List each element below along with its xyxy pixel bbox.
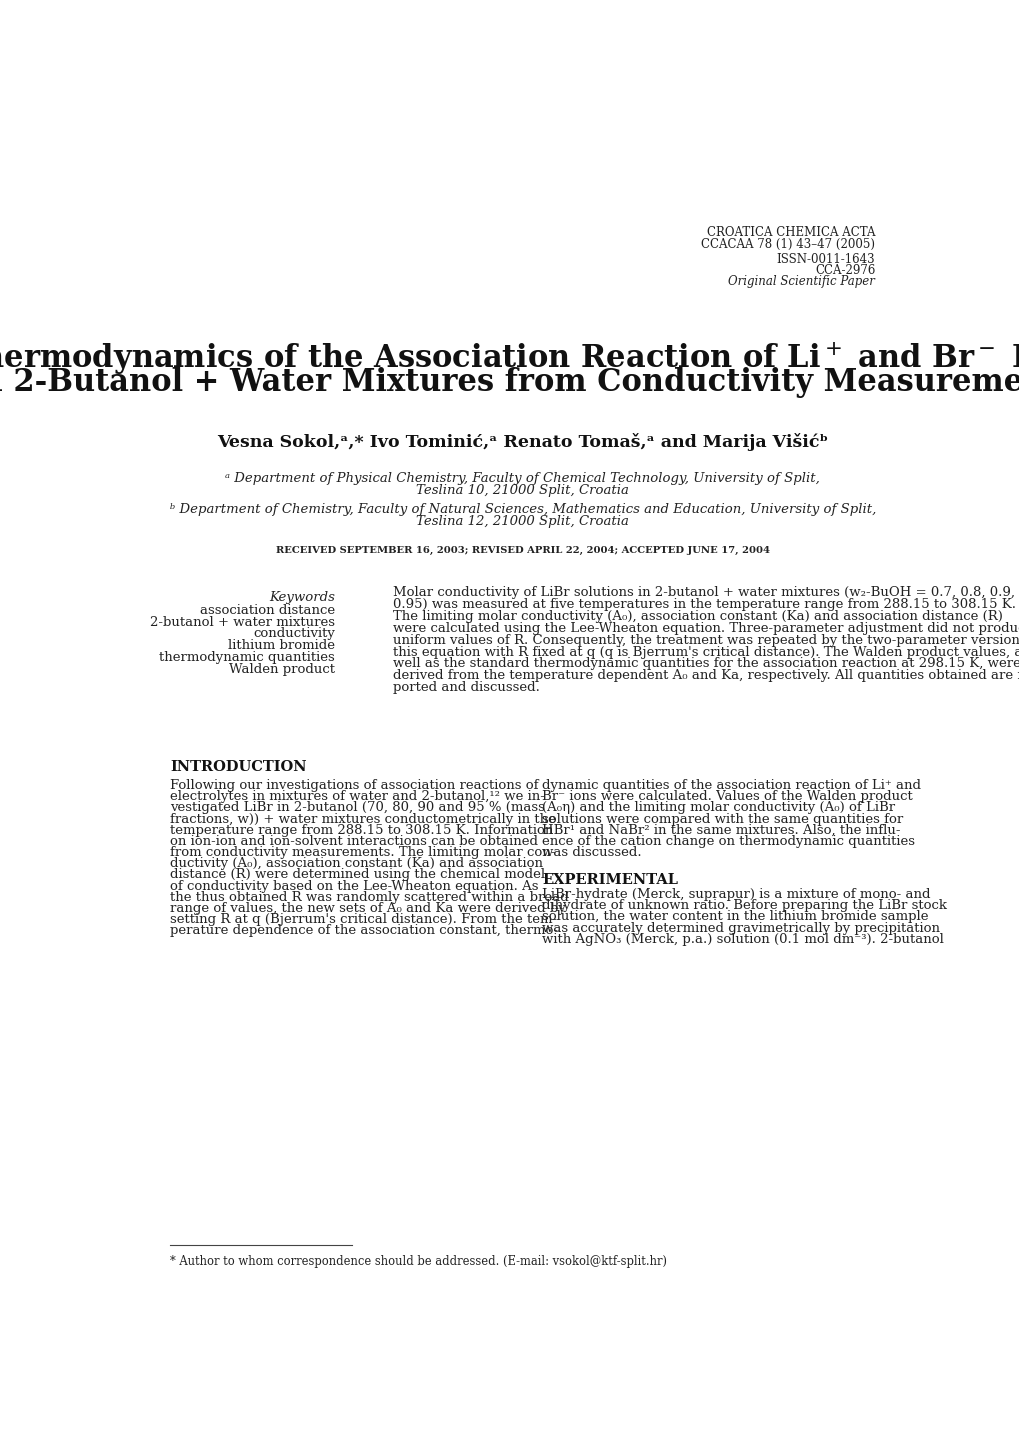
Text: uniform values of R. Consequently, the treatment was repeated by the two-paramet: uniform values of R. Consequently, the t… <box>392 633 1019 646</box>
Text: RECEIVED SEPTEMBER 16, 2003; REVISED APRIL 22, 2004; ACCEPTED JUNE 17, 2004: RECEIVED SEPTEMBER 16, 2003; REVISED APR… <box>275 545 769 556</box>
Text: Teslina 12, 21000 Split, Croatia: Teslina 12, 21000 Split, Croatia <box>416 515 629 528</box>
Text: temperature range from 288.15 to 308.15 K. Information: temperature range from 288.15 to 308.15 … <box>170 824 553 837</box>
Text: Original Scientific Paper: Original Scientific Paper <box>728 274 874 287</box>
Text: Walden product: Walden product <box>229 664 335 677</box>
Text: ductivity (A₀), association constant (Ka) and association: ductivity (A₀), association constant (Ka… <box>170 857 542 870</box>
Text: vestigated LiBr in 2-butanol (70, 80, 90 and 95 % (mass: vestigated LiBr in 2-butanol (70, 80, 90… <box>170 801 544 814</box>
Text: 2-butanol + water mixtures: 2-butanol + water mixtures <box>150 616 335 629</box>
Text: Br⁻ ions were calculated. Values of the Walden product: Br⁻ ions were calculated. Values of the … <box>541 791 912 804</box>
Text: Teslina 10, 21000 Split, Croatia: Teslina 10, 21000 Split, Croatia <box>416 485 629 498</box>
Text: well as the standard thermodynamic quantities for the association reaction at 29: well as the standard thermodynamic quant… <box>392 658 1019 671</box>
Text: Following our investigations of association reactions of: Following our investigations of associat… <box>170 779 538 792</box>
Text: from conductivity measurements. The limiting molar con-: from conductivity measurements. The limi… <box>170 846 555 859</box>
Text: dynamic quantities of the association reaction of Li⁺ and: dynamic quantities of the association re… <box>541 779 920 792</box>
Text: of conductivity based on the Lee-Wheaton equation. As: of conductivity based on the Lee-Wheaton… <box>170 880 538 893</box>
Text: distance (R) were determined using the chemical model: distance (R) were determined using the c… <box>170 869 545 882</box>
Text: in 2-Butanol + Water Mixtures from Conductivity Measurements: in 2-Butanol + Water Mixtures from Condu… <box>0 367 1019 398</box>
Text: association distance: association distance <box>200 603 335 616</box>
Text: CCA-2976: CCA-2976 <box>814 264 874 277</box>
Text: range of values, the new sets of A₀ and Ka were derived by: range of values, the new sets of A₀ and … <box>170 902 566 915</box>
Text: INTRODUCTION: INTRODUCTION <box>170 760 307 773</box>
Text: fractions, w)) + water mixtures conductometrically in the: fractions, w)) + water mixtures conducto… <box>170 812 555 825</box>
Text: were calculated using the Lee-Wheaton equation. Three-parameter adjustment did n: were calculated using the Lee-Wheaton eq… <box>392 622 1019 635</box>
Text: dihydrate of unknown ratio. Before preparing the LiBr stock: dihydrate of unknown ratio. Before prepa… <box>541 899 947 912</box>
Text: Thermodynamics of the Association Reaction of Li$^+$ and Br$^-$ Ions: Thermodynamics of the Association Reacti… <box>0 341 1019 377</box>
Text: ᵃ Department of Physical Chemistry, Faculty of Chemical Technology, University o: ᵃ Department of Physical Chemistry, Facu… <box>225 472 819 485</box>
Text: Molar conductivity of LiBr solutions in 2-butanol + water mixtures (w₂-BuOH = 0.: Molar conductivity of LiBr solutions in … <box>392 586 1014 599</box>
Text: ISSN-0011-1643: ISSN-0011-1643 <box>776 253 874 267</box>
Text: solutions were compared with the same quantities for: solutions were compared with the same qu… <box>541 812 903 825</box>
Text: was discussed.: was discussed. <box>541 846 641 859</box>
Text: the thus obtained R was randomly scattered within a broad: the thus obtained R was randomly scatter… <box>170 890 569 903</box>
Text: LiBr-hydrate (Merck, suprapur) is a mixture of mono- and: LiBr-hydrate (Merck, suprapur) is a mixt… <box>541 887 929 900</box>
Text: HBr¹ and NaBr² in the same mixtures. Also, the influ-: HBr¹ and NaBr² in the same mixtures. Als… <box>541 824 900 837</box>
Text: EXPERIMENTAL: EXPERIMENTAL <box>541 873 678 886</box>
Text: * Author to whom correspondence should be addressed. (E-mail: vsokol@ktf-split.h: * Author to whom correspondence should b… <box>170 1255 666 1268</box>
Text: derived from the temperature dependent A₀ and Ka, respectively. All quantities o: derived from the temperature dependent A… <box>392 670 1019 683</box>
Text: (A₀η) and the limiting molar conductivity (A₀) of LiBr: (A₀η) and the limiting molar conductivit… <box>541 801 895 814</box>
Text: Vesna Sokol,ᵃ,* Ivo Tominić,ᵃ Renato Tomaš,ᵃ and Marija Višićᵇ: Vesna Sokol,ᵃ,* Ivo Tominić,ᵃ Renato To… <box>217 433 827 452</box>
Text: CCACAA 78 (1) 43–47 (2005): CCACAA 78 (1) 43–47 (2005) <box>701 238 874 251</box>
Text: was accurately determined gravimetrically by precipitation: was accurately determined gravimetricall… <box>541 922 940 935</box>
Text: this equation with R fixed at q (q is Bjerrum's critical distance). The Walden p: this equation with R fixed at q (q is Bj… <box>392 645 1019 658</box>
Text: with AgNO₃ (Merck, p.a.) solution (0.1 mol dm⁻³). 2-butanol: with AgNO₃ (Merck, p.a.) solution (0.1 m… <box>541 932 943 945</box>
Text: thermodynamic quantities: thermodynamic quantities <box>159 651 335 664</box>
Text: ᵇ Department of Chemistry, Faculty of Natural Sciences, Mathematics and Educatio: ᵇ Department of Chemistry, Faculty of Na… <box>169 502 875 515</box>
Text: setting R at q (Bjerrum's critical distance). From the tem-: setting R at q (Bjerrum's critical dista… <box>170 913 556 926</box>
Text: CROATICA CHEMICA ACTA: CROATICA CHEMICA ACTA <box>706 225 874 238</box>
Text: The limiting molar conductivity (A₀), association constant (Ka) and association : The limiting molar conductivity (A₀), as… <box>392 610 1002 623</box>
Text: solution, the water content in the lithium bromide sample: solution, the water content in the lithi… <box>541 911 927 924</box>
Text: Keywords: Keywords <box>269 590 335 603</box>
Text: perature dependence of the association constant, thermo-: perature dependence of the association c… <box>170 925 557 938</box>
Text: lithium bromide: lithium bromide <box>228 639 335 652</box>
Text: 0.95) was measured at five temperatures in the temperature range from 288.15 to : 0.95) was measured at five temperatures … <box>392 597 1015 610</box>
Text: conductivity: conductivity <box>253 628 335 641</box>
Text: ported and discussed.: ported and discussed. <box>392 681 539 694</box>
Text: on ion-ion and ion-solvent interactions can be obtained: on ion-ion and ion-solvent interactions … <box>170 835 538 848</box>
Text: electrolytes in mixtures of water and 2-butanol,¹² we in-: electrolytes in mixtures of water and 2-… <box>170 791 544 804</box>
Text: ence of the cation change on thermodynamic quantities: ence of the cation change on thermodynam… <box>541 835 914 848</box>
